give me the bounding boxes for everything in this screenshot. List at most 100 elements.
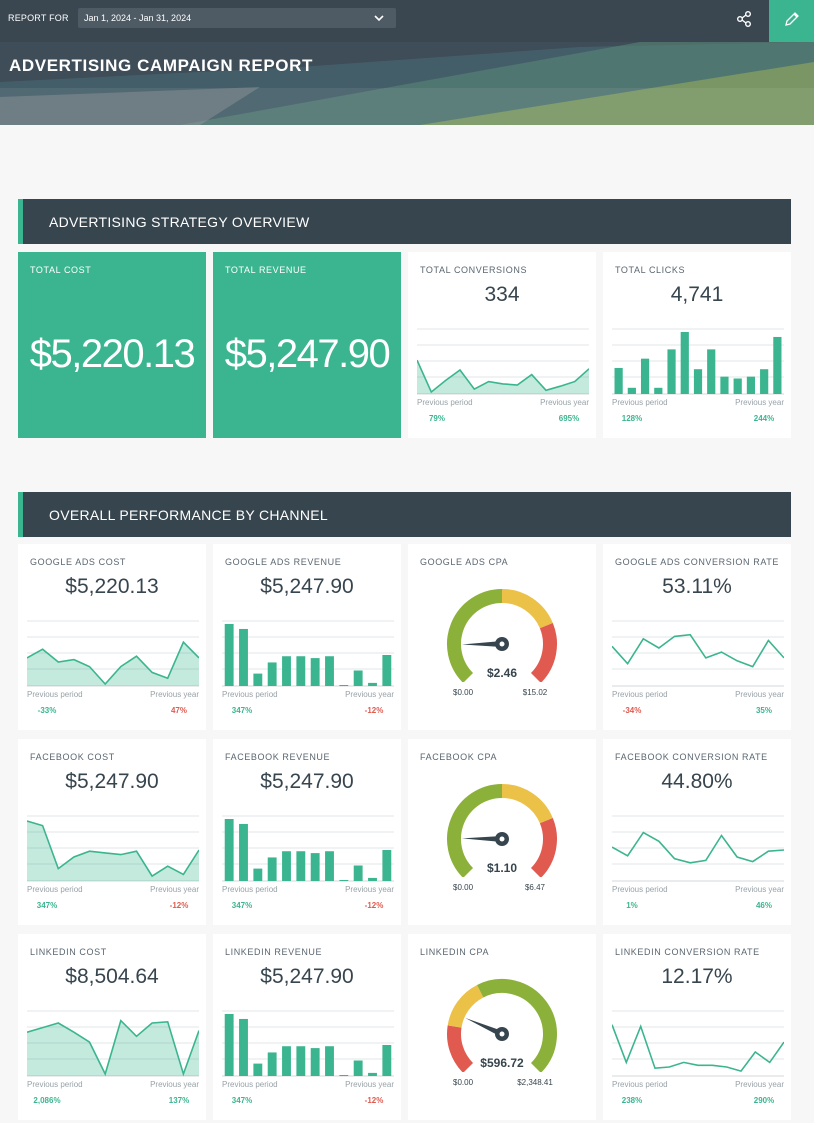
previous-period-label: Previous period <box>27 690 83 699</box>
google-cpa-gauge <box>447 589 557 682</box>
previous-year-label: Previous year <box>345 690 394 699</box>
gauge-max: $15.02 <box>522 688 548 697</box>
previous-period-value: -33% <box>37 706 57 715</box>
facebook-cost-card: FACEBOOK COST $5,247.90 Previous period … <box>18 739 206 925</box>
bar <box>382 655 392 686</box>
previous-period-label: Previous period <box>612 885 668 894</box>
bar <box>310 1048 320 1076</box>
card-value: 53.11% <box>662 575 732 598</box>
previous-year-label: Previous year <box>735 1080 784 1089</box>
report-title: ADVERTISING CAMPAIGN REPORT <box>9 56 313 75</box>
facebook-conversion-rate-card: FACEBOOK CONVERSION RATE 44.80% Previous… <box>603 739 791 925</box>
series-line <box>417 359 589 394</box>
bar <box>368 682 377 686</box>
card-label: TOTAL CONVERSIONS <box>420 265 528 275</box>
previous-year-label: Previous year <box>735 690 784 699</box>
bar <box>325 1046 334 1076</box>
previous-period-value: 1% <box>626 901 638 910</box>
edit-button[interactable] <box>769 0 814 42</box>
google-rate-line-chart <box>612 620 784 687</box>
total-clicks-card: TOTAL CLICKS 4,741 Previous period Previ… <box>603 252 791 438</box>
bar <box>773 336 782 394</box>
previous-period-value: 79% <box>428 414 445 423</box>
card-value: $5,247.90 <box>260 575 354 598</box>
bar <box>353 865 363 881</box>
gauge-needle <box>462 641 503 647</box>
card-label: FACEBOOK CPA <box>420 752 498 762</box>
bar <box>296 1046 306 1076</box>
previous-year-value: -12% <box>169 901 189 910</box>
bar <box>614 367 623 394</box>
linkedin-revenue-card: LINKEDIN REVENUE $5,247.90 Previous peri… <box>213 934 401 1120</box>
clicks-bar-chart <box>612 328 784 395</box>
series-line <box>27 820 199 878</box>
card-label: LINKEDIN REVENUE <box>225 947 323 957</box>
previous-year-value: -12% <box>364 901 384 910</box>
previous-period-label: Previous period <box>222 1080 278 1089</box>
gauge-value: $1.10 <box>486 861 518 875</box>
bar <box>296 656 306 686</box>
previous-year-value: 244% <box>753 414 775 423</box>
bar <box>368 1072 377 1076</box>
facebook-revenue-card: FACEBOOK REVENUE $5,247.90 Previous peri… <box>213 739 401 925</box>
previous-period-label: Previous period <box>222 885 278 894</box>
previous-period-label: Previous period <box>27 885 83 894</box>
series-line <box>612 633 784 668</box>
area-fill <box>417 360 589 394</box>
card-label: TOTAL COST <box>30 265 92 275</box>
bar <box>760 369 769 394</box>
bar <box>733 378 742 394</box>
share-icon[interactable] <box>735 10 753 28</box>
gauge-segment <box>477 979 557 1072</box>
card-label: FACEBOOK COST <box>30 752 115 762</box>
previous-period-value: 347% <box>231 1096 253 1105</box>
bar <box>224 819 234 881</box>
bar <box>640 358 650 394</box>
gauge-needle <box>465 1017 504 1037</box>
bar <box>267 662 277 686</box>
gauge-segment <box>447 784 503 877</box>
previous-period-label: Previous period <box>612 398 668 407</box>
card-label: FACEBOOK CONVERSION RATE <box>615 752 768 762</box>
card-label: FACEBOOK REVENUE <box>225 752 331 762</box>
date-range-select[interactable]: Jan 1, 2024 - Jan 31, 2024 <box>78 8 396 28</box>
previous-year-label: Previous year <box>735 885 784 894</box>
previous-year-label: Previous year <box>150 690 199 699</box>
bar <box>720 376 729 394</box>
linkedin-cost-card: LINKEDIN COST $8,504.64 Previous period … <box>18 934 206 1120</box>
bar <box>239 628 248 686</box>
gauge-segment <box>530 622 557 682</box>
bar <box>325 851 334 881</box>
banner-background <box>0 42 814 125</box>
previous-year-label: Previous year <box>540 398 589 407</box>
gauge-hub-center <box>499 836 505 842</box>
previous-year-value: -12% <box>364 706 384 715</box>
previous-year-value: 46% <box>755 901 772 910</box>
bar <box>282 851 291 881</box>
gauge-segment <box>530 817 557 877</box>
previous-year-value: -12% <box>364 1096 384 1105</box>
report-for-label: REPORT FOR <box>8 13 69 23</box>
bar <box>310 853 320 881</box>
card-label: GOOGLE ADS REVENUE <box>225 557 342 567</box>
total-revenue-card: TOTAL REVENUE $5,247.90 <box>213 252 401 438</box>
previous-year-label: Previous year <box>150 1080 199 1089</box>
previous-year-label: Previous year <box>735 398 784 407</box>
bar <box>353 670 363 686</box>
previous-year-label: Previous year <box>150 885 199 894</box>
gauge-segment <box>447 1025 474 1072</box>
google-cost-area-chart <box>27 620 199 687</box>
previous-period-value: 238% <box>621 1096 643 1105</box>
bar <box>339 1075 349 1076</box>
gauge-segment <box>447 589 503 682</box>
previous-year-value: 695% <box>558 414 580 423</box>
facebook-cpa-card: FACEBOOK CPA $1.10 $0.00 $6.47 <box>408 739 596 925</box>
previous-period-label: Previous period <box>612 690 668 699</box>
bar <box>310 658 320 686</box>
previous-year-value: 137% <box>168 1096 190 1105</box>
google-revenue-bar-chart <box>222 620 394 687</box>
bar <box>253 673 263 686</box>
card-value: $5,247.90 <box>260 770 354 793</box>
gauge-value: $596.72 <box>480 1056 524 1070</box>
bar <box>707 349 716 394</box>
